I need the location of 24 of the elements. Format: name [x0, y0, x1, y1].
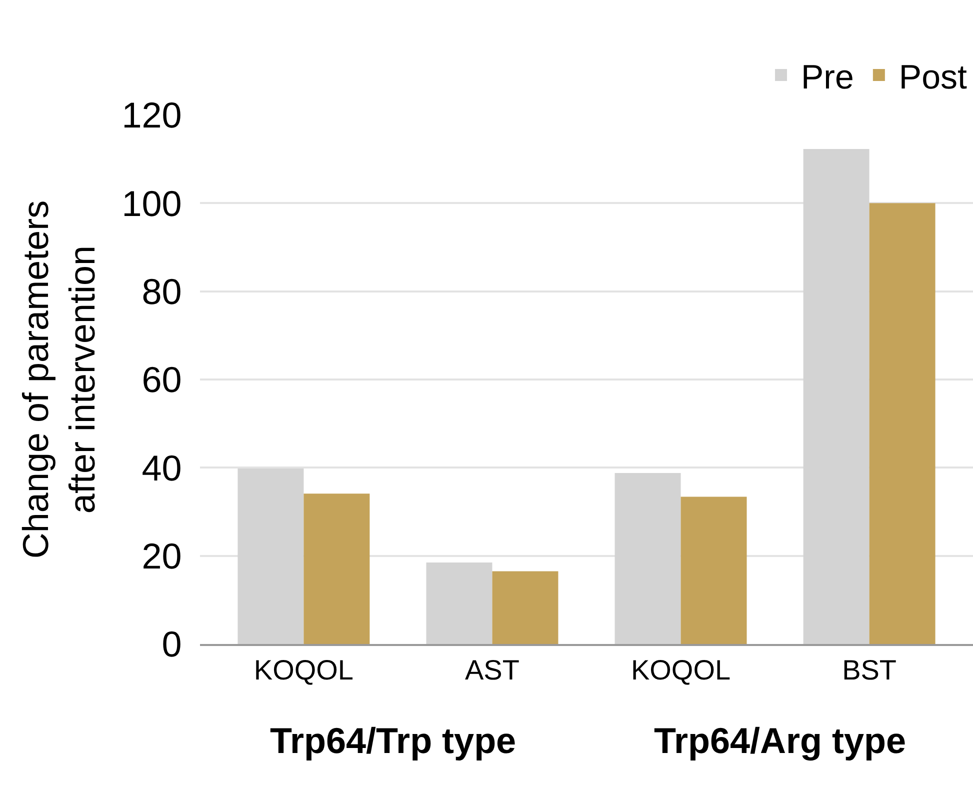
bar [426, 562, 492, 644]
text: Trp64/Arg type [654, 720, 906, 761]
bar [614, 472, 681, 644]
bar [680, 496, 747, 644]
y-tick-label: 100 [122, 182, 182, 224]
y-tick-label: 0 [162, 624, 182, 665]
x-tick-label: KOQOL [630, 654, 731, 686]
y-tick-label: 80 [142, 270, 182, 312]
x-tick-label: AST [464, 654, 520, 686]
bar [304, 494, 370, 644]
x-tick-label: KOQOL [254, 654, 354, 686]
y-tick-label: 120 [122, 94, 182, 136]
y-tick-label: 60 [142, 359, 182, 400]
x-tick-label: BST [842, 654, 897, 686]
text: Trp64/Trp type [270, 720, 516, 761]
y-tick-label: 40 [142, 447, 182, 488]
bar [803, 148, 870, 644]
bar [238, 468, 304, 644]
y-axis-title: Change of parameters after intervention [14, 200, 103, 559]
legend-label: Pre [801, 58, 854, 96]
bar [869, 203, 936, 644]
legend-label: Post [898, 58, 968, 96]
y-tick-label: 20 [142, 535, 182, 576]
bar [492, 571, 558, 644]
